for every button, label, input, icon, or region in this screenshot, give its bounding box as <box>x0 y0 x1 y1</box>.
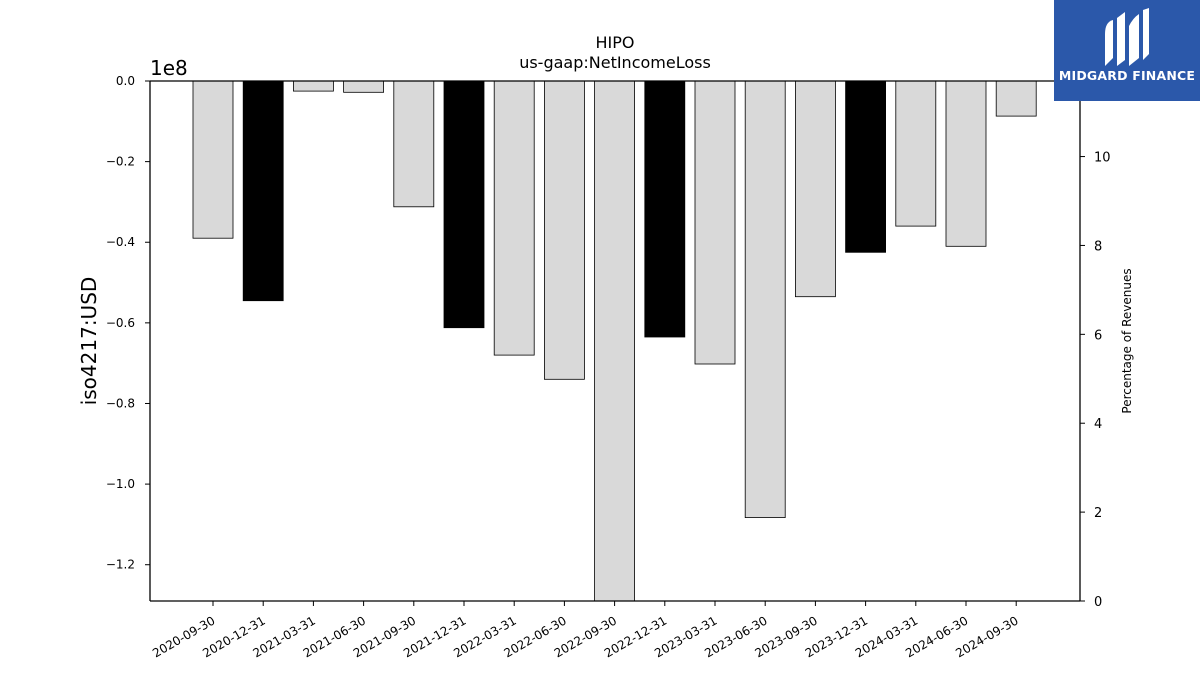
bar-2024-06-30 <box>945 80 987 247</box>
y-tick-label: −0.4 <box>106 235 135 249</box>
logo-mark-icon <box>1105 8 1149 66</box>
bar-2022-03-31 <box>493 80 535 356</box>
y-tick-label: −1.0 <box>106 477 135 491</box>
y2-tick-label: 4 <box>1094 417 1102 432</box>
y-scale-label: 1e8 <box>150 56 188 80</box>
bar-2022-12-31 <box>644 80 686 338</box>
y-tick-label: −0.6 <box>106 316 135 330</box>
bar-2021-12-31 <box>443 80 485 329</box>
bar-2024-03-31 <box>895 80 937 227</box>
bar-2021-03-31 <box>292 80 334 92</box>
bar-2023-09-30 <box>795 80 836 298</box>
bar-2022-06-30 <box>544 80 585 380</box>
bar-2024-09-30 <box>995 80 1037 117</box>
y2-tick-label: 10 <box>1094 151 1111 166</box>
bars-layer <box>192 80 1037 602</box>
bar-2023-03-31 <box>694 80 736 365</box>
brand-logo: MIDGARD FINANCE <box>1054 0 1200 101</box>
y-tick-label: −0.8 <box>106 396 135 410</box>
y2-tick-label: 2 <box>1094 506 1102 521</box>
y-tick-label: −1.2 <box>106 558 135 572</box>
y-tick-label: 0.0 <box>116 74 135 88</box>
brand-name: MIDGARD FINANCE <box>1058 68 1196 83</box>
y-axis-label: iso4217:USD <box>77 277 101 406</box>
y2-tick-label: 0 <box>1094 595 1102 610</box>
bar-2021-09-30 <box>393 80 435 208</box>
bar-2023-12-31 <box>845 80 886 253</box>
bar-2023-06-30 <box>744 80 786 519</box>
y2-axis-label: Percentage of Revenues <box>1120 268 1134 413</box>
chart-subtitle: us-gaap:NetIncomeLoss <box>519 53 711 72</box>
chart-title: HIPO <box>596 33 635 52</box>
y2-tick-label: 6 <box>1094 328 1102 343</box>
bar-2020-09-30 <box>192 80 234 239</box>
bar-2021-06-30 <box>343 80 385 93</box>
y-tick-label: −0.2 <box>106 155 135 169</box>
y2-tick-label: 8 <box>1094 239 1102 254</box>
bar-2020-12-31 <box>242 80 284 302</box>
bar-2022-09-30 <box>594 80 635 602</box>
